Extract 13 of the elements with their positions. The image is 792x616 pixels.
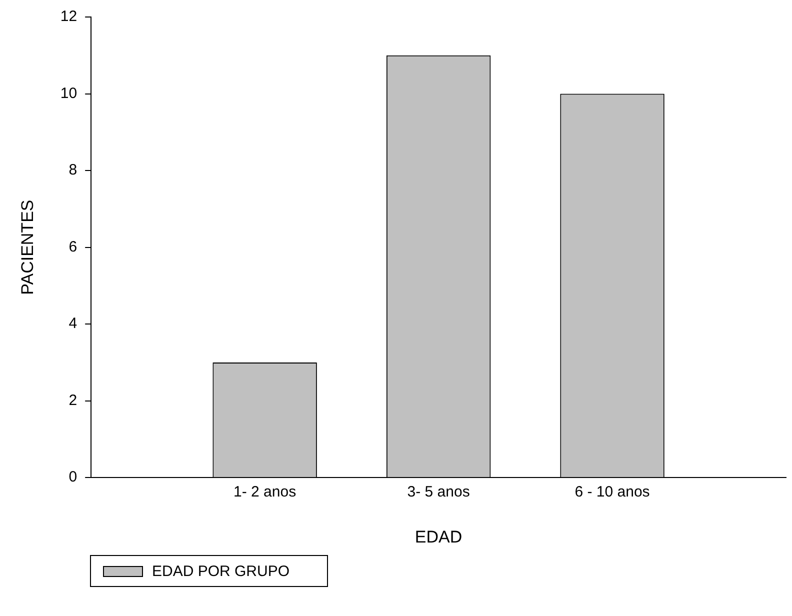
x-tick-label: 3- 5 anos — [407, 484, 470, 501]
y-tick-label: 0 — [68, 468, 78, 486]
y-tick-label: 12 — [60, 8, 78, 26]
y-tick-label: 6 — [68, 238, 78, 256]
legend-label: EDAD POR GRUPO — [152, 562, 290, 580]
x-axis-title: EDAD — [414, 527, 462, 546]
x-tick-label: 1- 2 anos — [234, 484, 296, 501]
y-tick-label: 4 — [68, 315, 78, 332]
x-tick-label: 6 - 10 anos — [574, 484, 650, 501]
y-tick-label: 2 — [68, 392, 78, 409]
y-tick-label: 10 — [60, 84, 78, 102]
y-axis-title: PACIENTES — [18, 200, 37, 295]
y-tick-label: 8 — [68, 162, 78, 179]
